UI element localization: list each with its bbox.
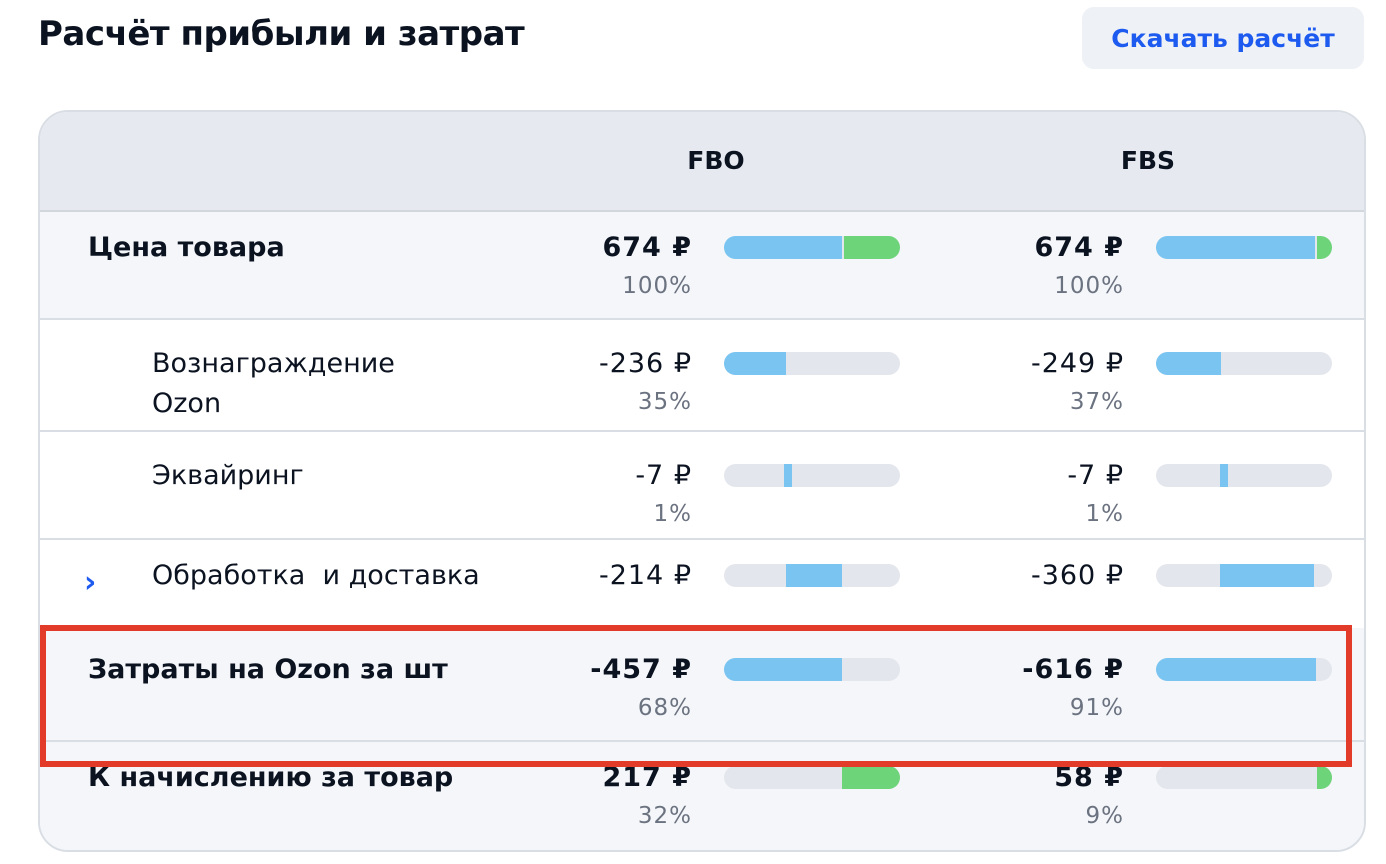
column-header-fbs: FBS [1120, 146, 1176, 175]
fbs-bar [1156, 464, 1332, 487]
page-title: Расчёт прибыли и затрат [38, 14, 525, 54]
bar-segment-profit [1317, 236, 1332, 259]
fbs-value: -360 ₽ [1030, 560, 1124, 591]
fbo-percent: 32% [637, 803, 692, 829]
bar-segment-cost [784, 464, 792, 487]
row-label: Обработка и доставка [152, 560, 480, 591]
fbo-value: 674 ₽ [602, 232, 692, 263]
fbo-bar [724, 464, 900, 487]
bar-segment-cost [786, 564, 842, 587]
bar-segment-cost [724, 236, 842, 259]
fbs-bar [1156, 564, 1332, 587]
fbs-percent: 37% [1069, 389, 1124, 415]
bar-segment-profit [842, 766, 900, 789]
fbo-percent: 100% [622, 273, 692, 299]
fbs-bar [1156, 658, 1332, 681]
fbo-value: -236 ₽ [598, 348, 692, 379]
fbo-value: -7 ₽ [635, 460, 692, 491]
fbs-value: 58 ₽ [1054, 762, 1124, 793]
table-row-acquiring: Эквайринг -7 ₽ 1% -7 ₽ 1% [40, 432, 1364, 540]
fbs-percent: 9% [1085, 803, 1124, 829]
row-label: Затраты на Ozon за шт [88, 654, 448, 685]
fbo-value: -457 ₽ [590, 654, 692, 685]
row-label: Цена товара [88, 232, 285, 263]
bar-segment-cost [1156, 236, 1315, 259]
fbo-value: -214 ₽ [598, 560, 692, 591]
fbo-bar [724, 352, 900, 375]
fbo-bar [724, 236, 900, 259]
fbo-bar [724, 766, 900, 789]
fbs-bar [1156, 236, 1332, 259]
row-label: Эквайринг [152, 460, 304, 491]
fbo-bar [724, 658, 900, 681]
row-label: Вознаграждение Ozon [152, 348, 395, 419]
fbs-percent: 100% [1054, 273, 1124, 299]
bar-segment-profit [1317, 766, 1332, 789]
table-row-price: Цена товара 674 ₽ 100% 674 ₽ 100% [40, 212, 1364, 320]
table-row-payout: К начислению за товар 217 ₽ 32% 58 ₽ 9% [40, 742, 1364, 850]
table-row-ozon-costs-total: Затраты на Ozon за шт -457 ₽ 68% -616 ₽ … [40, 628, 1364, 742]
fbs-percent: 91% [1069, 695, 1124, 721]
row-label: К начислению за товар [88, 762, 454, 793]
fbo-value: 217 ₽ [602, 762, 692, 793]
fbs-percent: 1% [1085, 501, 1124, 527]
bar-segment-cost [724, 352, 786, 375]
bar-segment-cost [1220, 564, 1314, 587]
bar-segment-cost [1156, 352, 1221, 375]
bar-segment-cost [1156, 658, 1316, 681]
fbs-value: -249 ₽ [1030, 348, 1124, 379]
fbo-bar [724, 564, 900, 587]
fbo-percent: 35% [637, 389, 692, 415]
bar-segment-profit [844, 236, 900, 259]
fbs-bar [1156, 766, 1332, 789]
table-header: FBO FBS [40, 112, 1364, 212]
bar-segment-cost [724, 658, 842, 681]
fbo-percent: 68% [637, 695, 692, 721]
fbs-value: -7 ₽ [1067, 460, 1124, 491]
download-calculation-button[interactable]: Скачать расчёт [1082, 7, 1364, 69]
chevron-right-icon[interactable]: › [84, 565, 97, 600]
bar-segment-cost [1220, 464, 1228, 487]
column-header-fbo: FBO [687, 146, 745, 175]
table-row-ozon-fee: Вознаграждение Ozon -236 ₽ 35% -249 ₽ 37… [40, 320, 1364, 432]
fbo-percent: 1% [653, 501, 692, 527]
profit-cost-table: FBO FBS Цена товара 674 ₽ 100% 674 ₽ 100… [38, 110, 1366, 852]
fbs-value: 674 ₽ [1034, 232, 1124, 263]
fbs-bar [1156, 352, 1332, 375]
table-row-processing-delivery[interactable]: › Обработка и доставка -214 ₽ -360 ₽ [40, 540, 1364, 626]
fbs-value: -616 ₽ [1022, 654, 1124, 685]
